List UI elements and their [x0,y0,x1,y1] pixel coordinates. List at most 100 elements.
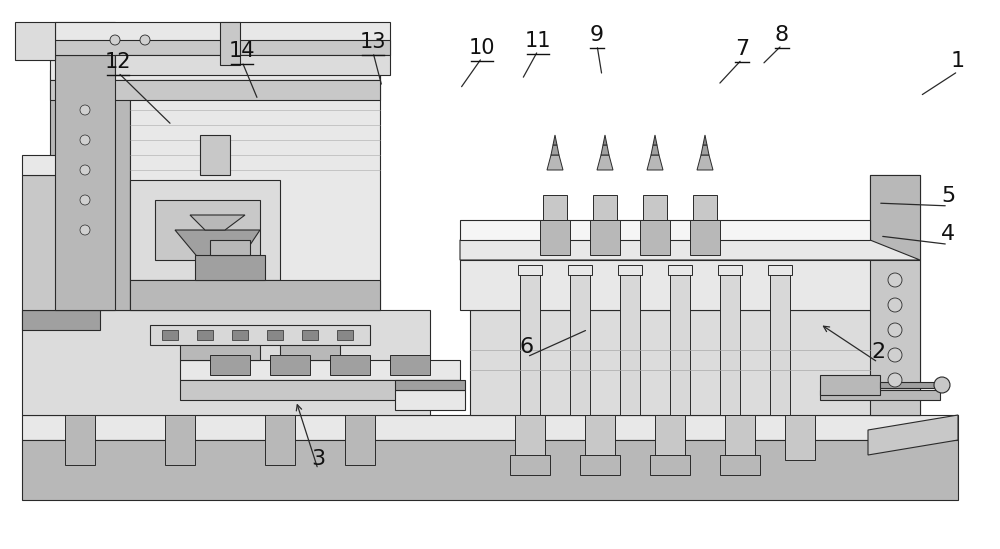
Circle shape [80,135,90,145]
Polygon shape [330,355,370,375]
Polygon shape [65,415,95,465]
Polygon shape [770,270,790,415]
Circle shape [110,35,120,45]
Polygon shape [50,70,130,310]
Polygon shape [880,382,940,388]
Polygon shape [870,175,920,415]
Polygon shape [551,145,559,155]
Polygon shape [543,195,567,220]
Polygon shape [697,155,713,170]
Polygon shape [670,270,690,415]
Text: 9: 9 [590,25,604,45]
Polygon shape [220,22,240,65]
Polygon shape [725,415,755,460]
Polygon shape [647,155,663,170]
Polygon shape [210,355,250,375]
Polygon shape [55,40,390,55]
Circle shape [888,273,902,287]
Polygon shape [718,265,742,275]
Polygon shape [460,240,920,260]
Polygon shape [590,220,620,255]
Circle shape [80,105,90,115]
Polygon shape [162,330,178,340]
Circle shape [80,165,90,175]
Polygon shape [15,22,55,60]
Circle shape [140,35,150,45]
Polygon shape [720,455,760,475]
Polygon shape [870,175,920,260]
Polygon shape [655,415,685,460]
Polygon shape [195,255,265,280]
Polygon shape [553,135,557,145]
Polygon shape [703,135,707,145]
Polygon shape [785,415,815,460]
Circle shape [888,298,902,312]
Polygon shape [460,260,920,310]
Polygon shape [22,440,958,500]
Polygon shape [210,240,250,255]
Polygon shape [470,310,920,415]
Polygon shape [267,330,283,340]
Text: 8: 8 [775,25,789,45]
Polygon shape [22,415,958,440]
Polygon shape [518,265,542,275]
Polygon shape [693,195,717,220]
Text: 5: 5 [941,186,955,206]
Polygon shape [597,155,613,170]
Circle shape [888,348,902,362]
Polygon shape [620,270,640,415]
Polygon shape [165,415,195,465]
Polygon shape [510,455,550,475]
Polygon shape [593,195,617,220]
Polygon shape [55,22,115,310]
Text: 3: 3 [311,450,325,469]
Polygon shape [22,155,100,175]
Polygon shape [180,340,260,360]
Polygon shape [265,415,295,465]
Polygon shape [50,60,380,80]
Polygon shape [130,70,380,310]
Text: 7: 7 [735,40,749,59]
Polygon shape [643,195,667,220]
Polygon shape [22,310,100,330]
Text: 12: 12 [105,53,131,72]
Text: 11: 11 [525,31,551,51]
Polygon shape [570,270,590,415]
Polygon shape [302,330,318,340]
Polygon shape [390,355,430,375]
Polygon shape [701,145,709,155]
Polygon shape [668,265,692,275]
Polygon shape [585,415,615,460]
Polygon shape [337,330,353,340]
Polygon shape [270,355,310,375]
Polygon shape [650,455,690,475]
Polygon shape [651,145,659,155]
Polygon shape [868,415,958,455]
Polygon shape [150,325,370,345]
Text: 2: 2 [871,343,885,362]
Polygon shape [580,455,620,475]
Polygon shape [22,310,430,415]
Text: 13: 13 [360,32,386,52]
Polygon shape [568,265,592,275]
Text: 6: 6 [520,337,534,357]
Polygon shape [603,135,607,145]
Polygon shape [820,390,940,400]
Polygon shape [720,270,740,415]
Polygon shape [200,135,230,175]
Polygon shape [618,265,642,275]
Polygon shape [640,220,670,255]
Polygon shape [232,330,248,340]
Polygon shape [601,145,609,155]
Polygon shape [540,220,570,255]
Polygon shape [155,200,260,260]
Text: 14: 14 [229,42,255,61]
Polygon shape [115,55,390,75]
Text: 1: 1 [951,52,965,71]
Polygon shape [520,270,540,415]
Polygon shape [130,180,280,280]
Polygon shape [547,155,563,170]
Polygon shape [515,415,545,460]
Polygon shape [460,220,870,240]
Circle shape [888,323,902,337]
